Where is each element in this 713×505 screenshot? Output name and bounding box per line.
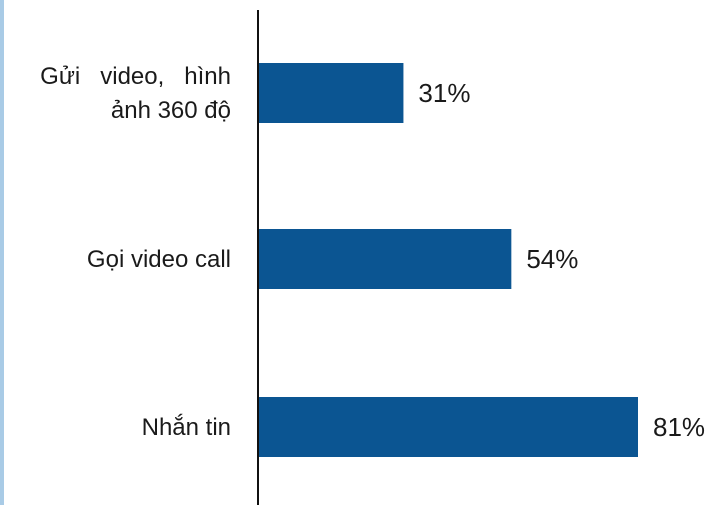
bar-3 [258, 397, 638, 457]
bar-2 [258, 229, 512, 289]
category-label-line: Gọi video call [87, 246, 231, 273]
category-label-line: Nhắn tin [142, 414, 231, 441]
value-label-3: 81% [653, 412, 705, 442]
left-border-accent [0, 0, 4, 505]
value-label-2: 54% [526, 244, 578, 274]
value-label-1: 31% [418, 78, 470, 108]
bar-1 [258, 63, 404, 123]
category-label-3: Nhắn tin [142, 414, 231, 441]
category-label-line: Gửi video, hình [40, 63, 231, 90]
category-label-2: Gọi video call [87, 246, 231, 273]
category-label-line: ảnh 360 độ [111, 97, 231, 124]
category-label-1: Gửi video, hình ảnh 360 độ [40, 63, 231, 124]
